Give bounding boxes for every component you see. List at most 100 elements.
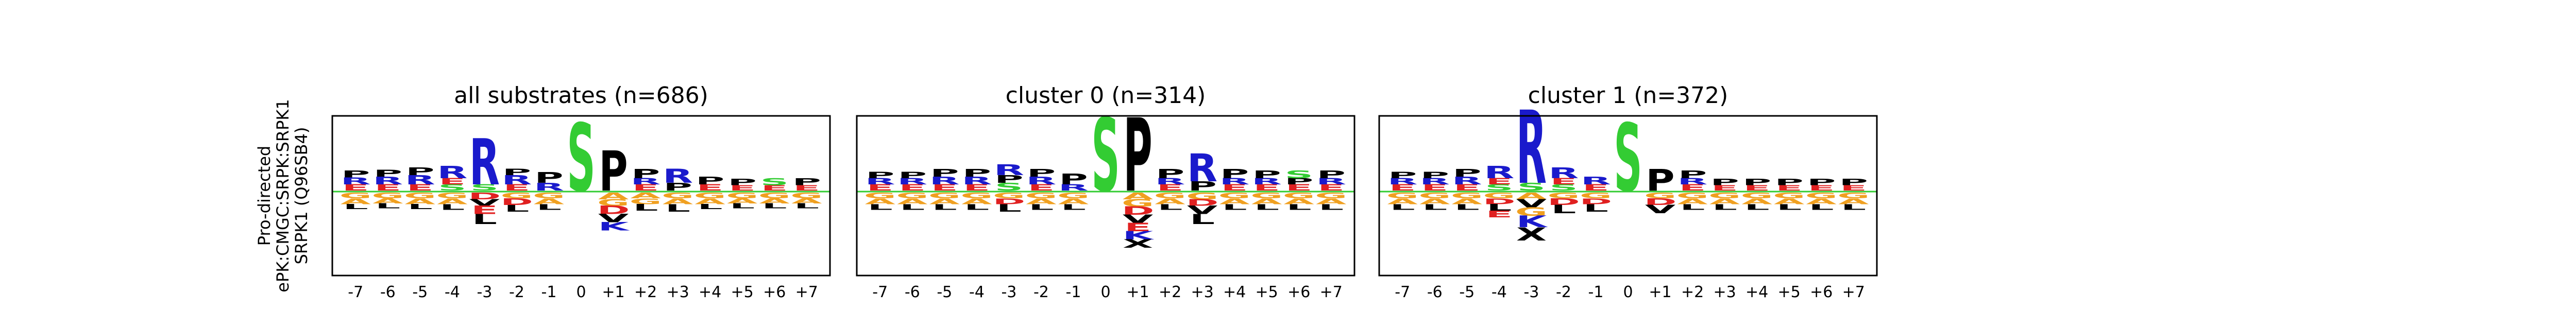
- logo-letter-l-pos-+3-down: L: [1712, 203, 1737, 212]
- logo-letter-l-pos-+3-down: L: [1190, 211, 1215, 227]
- logo-letter-g-pos--5-down: G: [1451, 191, 1483, 200]
- x-tick-label: -7: [348, 283, 363, 301]
- x-tick-label: -3: [1001, 283, 1016, 301]
- logo-letter-g-pos--1-down: G: [1580, 191, 1612, 200]
- logo-letter-d-pos--2-down: D: [1547, 197, 1580, 207]
- logo-letter-a-pos-+4-down: A: [1741, 197, 1772, 207]
- logo-letter-x-pos-+1-down: X: [1123, 237, 1153, 250]
- logo-letter-l-pos--4-down: L: [964, 203, 989, 212]
- logo-letter-g-pos-+7-down: G: [1837, 191, 1870, 200]
- logo-letter-r-pos--1-up: R: [534, 181, 564, 193]
- logo-letter-p-pos-+7-up: P: [1317, 168, 1346, 181]
- logo-letter-r-pos-+3-up: R: [1187, 146, 1217, 190]
- logo-letter-e-pos--2-up: E: [1028, 183, 1055, 193]
- logo-letter-r-pos--5-up: R: [405, 173, 435, 187]
- logo-letter-l-pos-+2-down: L: [1158, 203, 1183, 212]
- x-tick-label: -6: [380, 283, 396, 301]
- logo-letter-l-pos-+4-down: L: [1744, 203, 1770, 212]
- logo-letter-p-pos-+1-up: P: [599, 140, 628, 203]
- logo-letter-a-pos--1-down: A: [1058, 197, 1089, 207]
- logo-letter-l-pos--2-down: L: [1028, 203, 1054, 212]
- logo-letter-l-pos--1-down: L: [1583, 202, 1608, 214]
- logo-letter-d-pos-+1-down: D: [1122, 204, 1155, 217]
- logo-letter-e-pos-+2-up: E: [1157, 183, 1183, 193]
- x-tick-label: +6: [763, 283, 786, 301]
- x-tick-label: -2: [509, 283, 524, 301]
- logo-letter-r-pos--7-up: R: [341, 176, 371, 187]
- x-tick-labels: -7 -6 -5 -4 -3 -2 -1 0 +1 +2 +3 +4 +5 +6 +7: [872, 283, 1343, 301]
- logo-letter-a-pos-+1-down: A: [598, 191, 629, 201]
- logo-letter-s-pos-0-up: S: [1091, 97, 1120, 214]
- logo-letter-g-pos--1-down: G: [1057, 191, 1090, 200]
- x-tick-label: -2: [1033, 283, 1049, 301]
- plot-frame: [1378, 115, 1878, 277]
- logo-letter-e-pos-+5-up: E: [1253, 183, 1280, 193]
- logo-letter-e-pos-+7-up: E: [1318, 183, 1345, 193]
- x-tick-label: -1: [1588, 283, 1604, 301]
- logo-letter-a-pos-+6-down: A: [1806, 197, 1837, 207]
- logo-letter-l-pos-+2-down: L: [1680, 203, 1705, 212]
- logo-letter-r-pos--2-up: R: [1548, 164, 1579, 182]
- logo-letter-g-pos-+4-down: G: [1741, 191, 1773, 200]
- x-tick-label: -5: [1459, 283, 1475, 301]
- logo-letter-l-pos-+3-down: L: [665, 202, 690, 214]
- x-tick-label: 0: [1623, 283, 1633, 301]
- logo-letter-l-pos--7-down: L: [1390, 203, 1415, 212]
- logo-letter-r-pos--3-up: R: [469, 126, 500, 200]
- logo-letter-a-pos-+3-down: A: [1709, 197, 1740, 207]
- logo-letter-s-pos--4-up: S: [1485, 183, 1513, 193]
- logo-letter-e-pos--5-up: E: [406, 183, 433, 193]
- logo-letter-k-pos-+1-down: K: [1123, 229, 1155, 242]
- logo-letter-s-pos-0-up: S: [567, 104, 595, 213]
- logo-letter-l-pos--3-down: L: [996, 202, 1022, 214]
- logo-letter-g-pos-+2-down: G: [1154, 191, 1187, 200]
- logo-letter-s-pos-+6-up: S: [760, 177, 789, 188]
- logo-letter-g-pos-+3-down: G: [1186, 191, 1218, 201]
- x-tick-label: +7: [795, 283, 818, 301]
- logo-letter-r-pos-+7-up: R: [1316, 177, 1346, 186]
- logo-letter-p-pos-+7-up: P: [1839, 178, 1868, 187]
- logo-letter-g-pos-+6-down: G: [1283, 191, 1315, 200]
- x-tick-label: -6: [905, 283, 920, 301]
- logo-letter-r-pos--4-up: R: [437, 162, 467, 182]
- logo-letter-p-pos-+5-up: P: [1252, 168, 1281, 181]
- logo-letter-e-pos--6-up: E: [899, 183, 926, 193]
- logo-letter-l-pos--1-down: L: [1061, 203, 1086, 212]
- logo-letter-l-pos--5-down: L: [932, 203, 957, 212]
- logo-letter-a-pos-+5-down: A: [1774, 197, 1805, 207]
- logo-letter-r-pos--7-up: R: [1387, 177, 1418, 186]
- logo-letter-g-pos-+6-down: G: [758, 191, 791, 200]
- logo-letter-v-pos-+1-down: V: [1645, 203, 1676, 216]
- logo-letter-a-pos--6-down: A: [1419, 197, 1450, 207]
- logo-letter-l-pos--3-down: L: [472, 211, 497, 227]
- logo-letter-g-pos--7-down: G: [340, 191, 372, 200]
- y-axis-label: Pro-directed ePK:CMGC:SRPK:SRPK1 SRPK1 (…: [255, 99, 311, 292]
- x-tick-label: -1: [541, 283, 557, 301]
- logo-letter-p-pos--7-up: P: [866, 170, 894, 180]
- x-tick-label: +2: [1681, 283, 1704, 301]
- logo-letter-e-pos-+2-up: E: [1679, 183, 1706, 193]
- logo-letter-l-pos-+7-down: L: [1318, 203, 1344, 212]
- logo-letter-a-pos--1-down: A: [534, 197, 565, 207]
- logo-letter-g-pos-+5-down: G: [1250, 191, 1283, 200]
- logo-letter-d-pos--1-down: D: [1580, 197, 1613, 207]
- logo-letter-d-pos-+1-down: D: [597, 204, 630, 217]
- logo-letter-d-pos-+3-down: D: [1186, 198, 1219, 208]
- logo-letter-e-pos-+5-up: E: [1775, 184, 1802, 193]
- logo-letter-a-pos-+2-down: A: [1155, 197, 1185, 207]
- logo-letter-a-pos-+7-down: A: [1316, 197, 1347, 207]
- logo-letter-x-pos--3-down: X: [1516, 224, 1547, 245]
- x-tick-label: -5: [412, 283, 428, 301]
- logo-letter-g-pos-+5-down: G: [726, 191, 758, 200]
- logo-letter-a-pos-+4-down: A: [1219, 197, 1250, 207]
- logo-letter-g-pos-+7-down: G: [790, 191, 823, 200]
- logo-glyphs: ERPGALERPGALERPGALSERGALSRDVELERPGDLRPGA…: [340, 104, 823, 233]
- logo-letter-v-pos-+1-down: V: [1123, 213, 1154, 226]
- logo-letter-l-pos-+4-down: L: [698, 203, 723, 211]
- logo-letter-l-pos--6-down: L: [375, 202, 400, 210]
- logo-letter-g-pos--1-down: G: [533, 191, 565, 200]
- logo-letter-e-pos-+5-up: E: [728, 184, 755, 193]
- logo-letter-e-pos--4-down: E: [1486, 209, 1513, 219]
- x-tick-label: +5: [1256, 283, 1278, 301]
- x-tick-label: 0: [1100, 283, 1110, 301]
